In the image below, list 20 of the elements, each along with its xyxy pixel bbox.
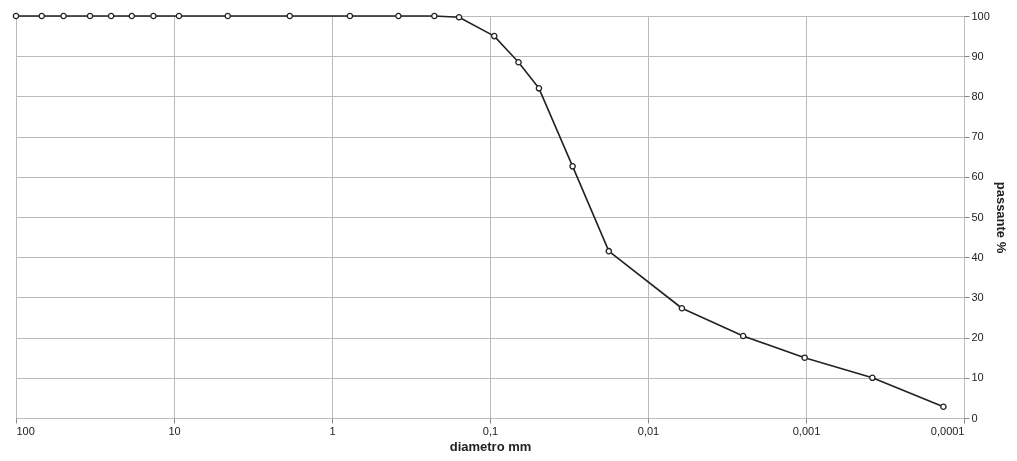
y-tick-label: 10 [971, 371, 984, 384]
x-tick-label: 0,1 [482, 424, 499, 437]
y-tick-label: 30 [971, 290, 984, 303]
y-tick-label: 0 [971, 411, 978, 424]
y-tick-label: 20 [971, 331, 984, 344]
x-axis-title: diametro mm [449, 438, 532, 454]
x-tick-label: 0,01 [637, 424, 660, 437]
x-tick-label: 10 [168, 424, 181, 437]
x-tick-label: 100 [16, 424, 35, 437]
y-axis-title: passante % [993, 181, 1009, 254]
x-tick-label: 0,0001 [930, 424, 965, 437]
y-tick-label: 50 [971, 210, 984, 223]
y-tick-label: 70 [971, 130, 984, 143]
y-tick-label: 100 [971, 9, 990, 22]
y-tick-label: 40 [971, 250, 984, 263]
y-tick-label: 90 [971, 49, 984, 62]
y-tick-label: 80 [971, 89, 984, 102]
y-tick-label: 60 [971, 170, 984, 183]
x-tick-label: 0,001 [792, 424, 821, 437]
x-tick-label: 1 [329, 424, 336, 437]
